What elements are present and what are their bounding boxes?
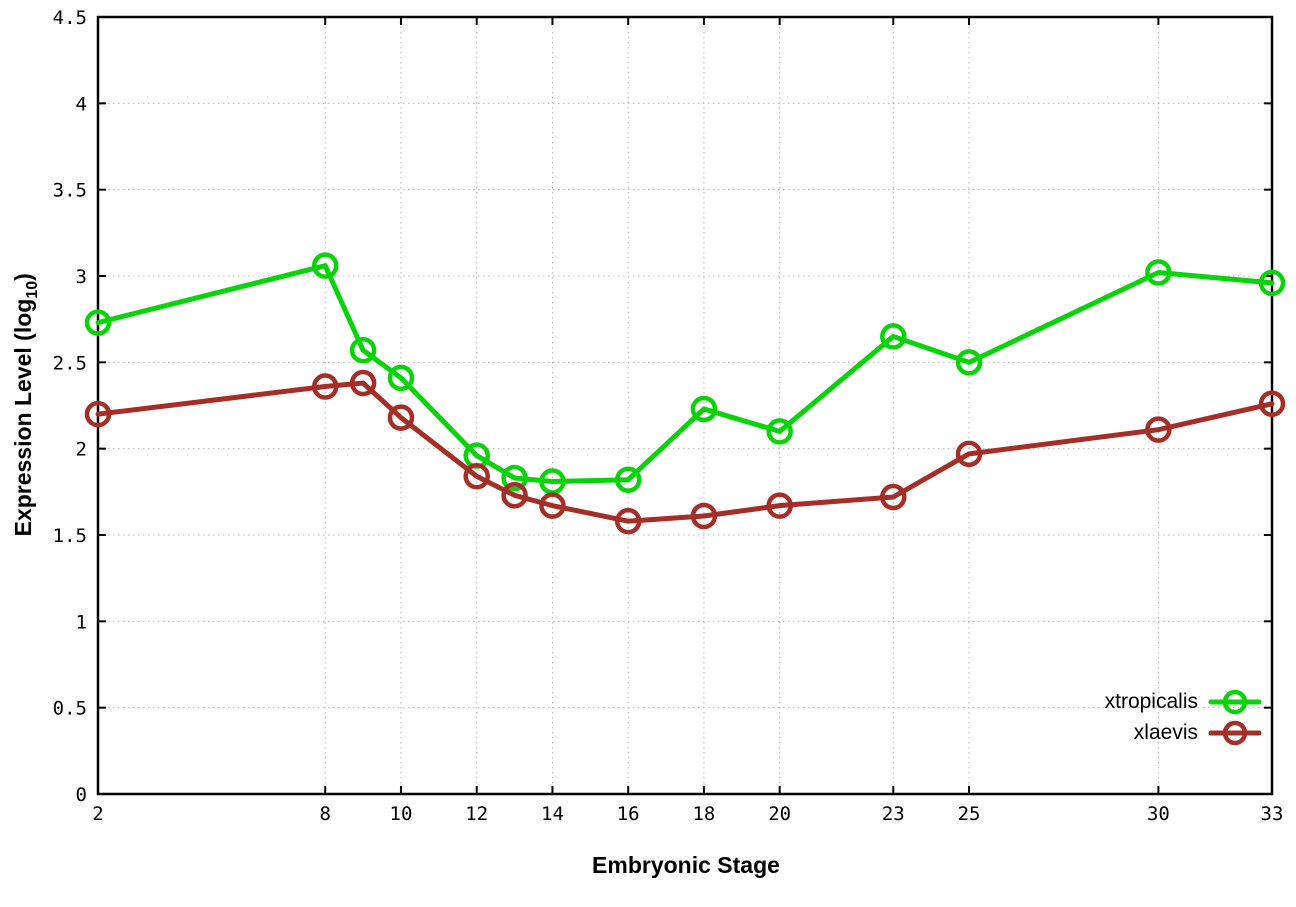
data-point-xlaevis [955, 440, 983, 468]
series-xlaevis [84, 369, 1286, 535]
data-point-xtropicalis [614, 466, 642, 493]
y-tick-labels: 0 0.5 1 1.5 2 2.5 3 3.5 4 4.5 [53, 7, 87, 806]
data-point-xlaevis [311, 373, 339, 400]
data-point-xlaevis [501, 482, 528, 509]
y-axis-title-subscript: 10 [23, 280, 41, 299]
data-point-xlaevis [387, 404, 415, 431]
y-tick-label: 2 [76, 439, 87, 461]
data-point-xtropicalis [690, 395, 718, 423]
x-tick-label: 12 [465, 803, 488, 825]
y-tick-label: 3.5 [53, 180, 87, 202]
y-axis-title: Expression Level (log10) [10, 205, 42, 605]
x-tick-label: 16 [617, 803, 640, 825]
x-tick-labels: 2 8 10 12 14 16 18 20 23 25 30 33 [92, 803, 1283, 825]
x-axis-title: Embryonic Stage [592, 852, 780, 878]
data-point-xtropicalis [1145, 259, 1172, 286]
data-point-xtropicalis [955, 349, 983, 376]
series-xtropicalis [84, 252, 1286, 495]
y-axis-title-text: Expression Level (log [10, 298, 37, 537]
x-tick-label: 25 [958, 803, 981, 825]
data-point-xtropicalis [349, 336, 377, 364]
gridlines [97, 16, 1273, 795]
legend-item-xtropicalis: xtropicalis [1105, 687, 1262, 717]
y-tick-label: 0.5 [53, 698, 87, 720]
x-tick-label: 10 [390, 803, 413, 825]
data-point-xlaevis [766, 492, 793, 519]
x-tick-label: 33 [1261, 803, 1284, 825]
data-point-xlaevis [1258, 390, 1286, 418]
legend: xtropicalis xlaevis [1105, 687, 1262, 748]
data-point-xlaevis [84, 400, 112, 428]
x-tick-label: 2 [92, 803, 103, 825]
data-point-xlaevis [349, 369, 377, 397]
line-circle-marker-red-icon [1208, 720, 1262, 746]
data-point-xtropicalis [311, 252, 339, 279]
legend-item-xlaevis: xlaevis [1134, 718, 1262, 748]
tick-marks [97, 16, 1273, 795]
y-tick-label: 0 [76, 784, 87, 806]
plot-border [96, 15, 1274, 796]
y-tick-label: 4.5 [53, 7, 87, 29]
line-circle-marker-green-icon [1208, 689, 1262, 715]
y-tick-label: 2.5 [53, 352, 87, 374]
data-point-xtropicalis [387, 364, 415, 392]
data-point-xtropicalis [501, 464, 528, 492]
data-point-xtropicalis [84, 309, 112, 336]
data-point-xlaevis [1145, 416, 1172, 443]
data-point-xlaevis [690, 502, 718, 530]
data-point-xlaevis [614, 507, 642, 535]
x-tick-label: 14 [541, 803, 564, 825]
data-point-xtropicalis [1258, 269, 1286, 297]
x-tick-label: 23 [882, 803, 905, 825]
y-axis-title-suffix: ) [10, 273, 37, 281]
y-tick-label: 4 [76, 93, 87, 115]
data-point-xtropicalis [880, 323, 907, 350]
legend-label-xlaevis: xlaevis [1133, 721, 1198, 744]
data-point-xlaevis [880, 483, 907, 511]
x-tick-label: 20 [768, 803, 791, 825]
y-tick-label: 1.5 [53, 525, 87, 547]
data-point-xlaevis [463, 463, 490, 490]
y-tick-label: 3 [76, 266, 87, 288]
data-point-xtropicalis [766, 418, 793, 445]
x-tick-label: 8 [319, 803, 330, 825]
y-tick-label: 1 [76, 611, 87, 633]
legend-label-xtropicalis: xtropicalis [1104, 690, 1198, 713]
x-tick-label: 30 [1147, 803, 1170, 825]
data-point-xlaevis [539, 492, 566, 519]
x-tick-label: 18 [692, 803, 715, 825]
